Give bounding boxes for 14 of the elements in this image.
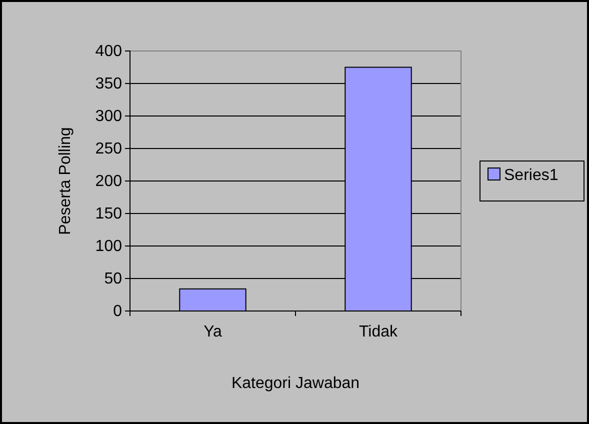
- y-tick-label: 200: [95, 173, 122, 190]
- y-tick-label: 400: [95, 43, 122, 60]
- x-axis-title: Kategori Jawaban: [231, 375, 360, 392]
- y-tick-label: 0: [113, 303, 122, 320]
- legend-label: Series1: [504, 167, 558, 184]
- x-tick-label: Ya: [204, 323, 222, 340]
- y-tick-label: 150: [95, 206, 122, 223]
- y-tick-label: 50: [104, 270, 122, 288]
- y-tick-label: 100: [95, 238, 122, 256]
- y-axis-title: Peserta Polling: [57, 127, 74, 235]
- y-tick-label: 300: [95, 108, 122, 126]
- x-tick-label: Tidak: [358, 323, 399, 340]
- y-tick-label: 350: [95, 76, 122, 93]
- y-tick-label: 250: [95, 140, 122, 158]
